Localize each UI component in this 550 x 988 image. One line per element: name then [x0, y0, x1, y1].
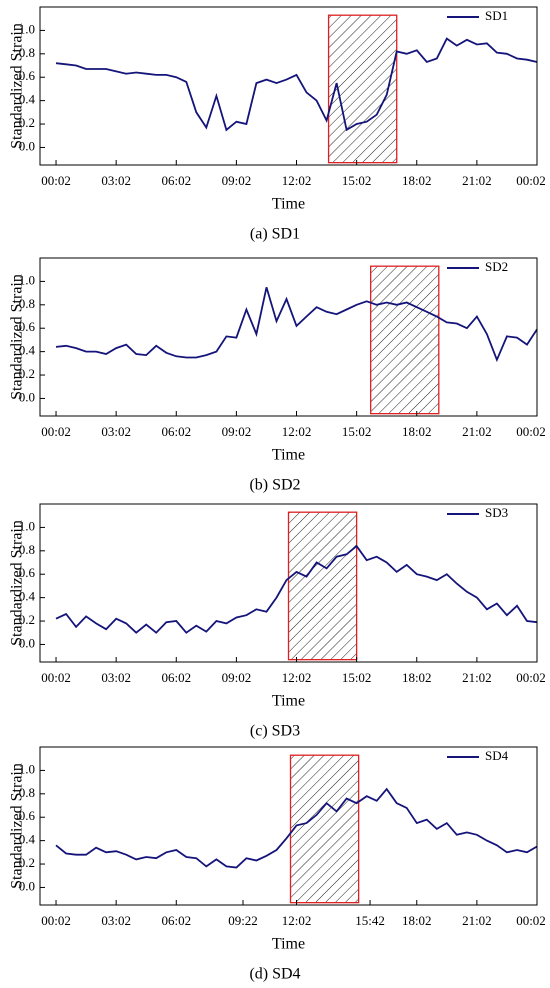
y-tick-label: 0.4: [19, 832, 36, 847]
x-tick-label: 00:02: [41, 913, 71, 928]
y-tick-label: 0.6: [19, 565, 36, 580]
x-tick-label: 06:02: [161, 670, 191, 685]
x-tick-label: 00:02: [41, 670, 71, 685]
y-tick-label: 0.4: [19, 589, 36, 604]
x-tick-label: 00:02: [41, 173, 71, 188]
x-tick-label: 00:02: [516, 424, 546, 439]
data-line: [55, 544, 538, 634]
x-tick-label: 18:02: [402, 670, 432, 685]
caption: (b) SD2: [249, 477, 300, 494]
highlight-box: [327, 14, 398, 164]
y-tick-label: 0.4: [19, 92, 36, 107]
legend-label: SD3: [485, 505, 508, 520]
x-tick-label: 21:02: [462, 424, 492, 439]
y-axis-label: Standardized Strain: [9, 274, 26, 400]
x-tick-label: 03:02: [101, 173, 131, 188]
y-tick-label: 0.8: [19, 542, 35, 557]
x-tick-label: 15:02: [342, 173, 372, 188]
y-tick-label: 0.2: [19, 855, 35, 870]
x-axis-label: Time: [272, 936, 305, 953]
y-tick-label: 1.0: [19, 761, 35, 776]
data-line: [55, 37, 538, 132]
plot-frame: [39, 503, 538, 663]
x-tick-label: 21:02: [462, 670, 492, 685]
highlight-box: [370, 265, 440, 415]
y-tick-label: 0.0: [19, 138, 35, 153]
plot-frame: [39, 746, 538, 906]
highlight-box: [287, 511, 358, 661]
y-tick-label: 0.2: [19, 612, 35, 627]
caption: (a) SD1: [250, 226, 300, 243]
x-tick-label: 00:02: [516, 913, 546, 928]
x-axis-label: Time: [272, 693, 305, 710]
x-tick-label: 09:02: [222, 424, 252, 439]
y-tick-label: 0.2: [19, 115, 35, 130]
x-tick-label: 15:02: [342, 424, 372, 439]
x-tick-label: 15:02: [342, 670, 372, 685]
x-tick-label: 15:42: [355, 913, 385, 928]
y-axis-label: Standardized Strain: [9, 520, 26, 646]
x-tick-label: 18:02: [402, 913, 432, 928]
y-tick-label: 0.6: [19, 319, 36, 334]
x-tick-label: 12:02: [282, 913, 312, 928]
y-tick-label: 1.0: [19, 272, 35, 287]
plot-frame: [39, 6, 538, 166]
x-tick-label: 00:02: [41, 424, 71, 439]
y-tick-label: 0.2: [19, 366, 35, 381]
y-tick-label: 0.8: [19, 45, 35, 60]
x-tick-label: 03:02: [101, 913, 131, 928]
x-tick-label: 09:22: [228, 913, 258, 928]
y-tick-label: 0.0: [19, 878, 35, 893]
data-line: [55, 787, 538, 869]
y-tick-label: 1.0: [19, 518, 35, 533]
y-tick-label: 0.6: [19, 68, 36, 83]
x-tick-label: 06:02: [161, 424, 191, 439]
x-tick-label: 06:02: [161, 173, 191, 188]
legend-label: SD4: [485, 748, 509, 763]
x-tick-label: 12:02: [282, 670, 312, 685]
y-tick-label: 0.0: [19, 389, 35, 404]
x-tick-label: 00:02: [516, 173, 546, 188]
y-tick-label: 0.8: [19, 785, 35, 800]
x-tick-label: 12:02: [282, 424, 312, 439]
x-axis-label: Time: [272, 447, 305, 464]
x-tick-label: 21:02: [462, 913, 492, 928]
y-tick-label: 0.4: [19, 343, 36, 358]
x-tick-label: 21:02: [462, 173, 492, 188]
x-tick-label: 03:02: [101, 424, 131, 439]
x-tick-label: 18:02: [402, 424, 432, 439]
legend-label: SD2: [485, 259, 508, 274]
x-tick-label: 03:02: [101, 670, 131, 685]
x-tick-label: 18:02: [402, 173, 432, 188]
y-tick-label: 0.6: [19, 808, 36, 823]
highlight-box: [289, 754, 360, 904]
y-tick-label: 0.8: [19, 296, 35, 311]
x-tick-label: 09:02: [222, 173, 252, 188]
x-tick-label: 00:02: [516, 670, 546, 685]
caption: (d) SD4: [249, 966, 300, 983]
x-tick-label: 12:02: [282, 173, 312, 188]
y-tick-label: 0.0: [19, 635, 35, 650]
x-axis-label: Time: [272, 196, 305, 213]
x-tick-label: 09:02: [222, 670, 252, 685]
legend-label: SD1: [485, 8, 508, 23]
y-axis-label: Standardized Strain: [9, 763, 26, 889]
plot-frame: [39, 257, 538, 417]
y-tick-label: 1.0: [19, 21, 35, 36]
x-tick-label: 06:02: [161, 913, 191, 928]
y-axis-label: Standardized Strain: [9, 23, 26, 149]
caption: (c) SD3: [250, 723, 300, 740]
data-line: [55, 287, 538, 363]
